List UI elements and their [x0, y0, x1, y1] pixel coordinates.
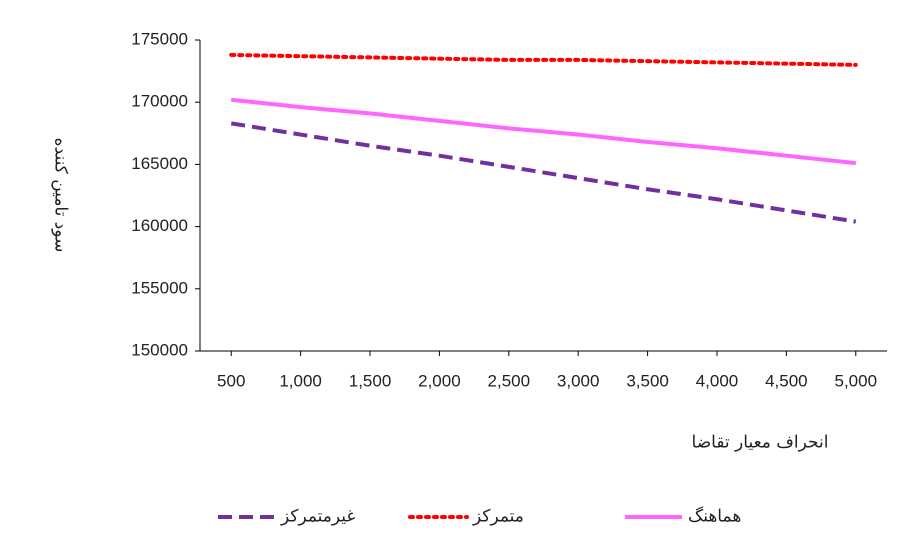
x-tick-label: 4,500 [765, 371, 808, 390]
x-tick-label: 2,000 [418, 371, 461, 390]
series-line [229, 52, 858, 67]
y-tick-label: 155000 [131, 278, 188, 297]
x-tick-label: 2,500 [488, 371, 531, 390]
y-axis-title: سود تامین کننده [51, 138, 71, 253]
x-tick-label: 3,000 [557, 371, 600, 390]
legend-label: هماهنگ [688, 506, 741, 527]
x-tick-label: 5,000 [834, 371, 877, 390]
y-tick-label: 150000 [131, 340, 188, 359]
x-tick-label: 1,500 [349, 371, 392, 390]
series-line [230, 121, 857, 224]
x-tick-label: 500 [217, 371, 245, 390]
x-tick-label: 3,500 [626, 371, 669, 390]
y-tick-label: 170000 [131, 92, 188, 111]
legend-label: متمرکز [472, 507, 524, 527]
y-tick-label: 165000 [131, 154, 188, 173]
y-tick-label: 160000 [131, 216, 188, 235]
series-line [231, 97, 856, 166]
legend-label: غیرمتمرکز [280, 507, 355, 527]
x-tick-label: 1,000 [279, 371, 322, 390]
x-axis-title: انحراف معیار تقاضا [692, 433, 829, 453]
y-tick-label: 175000 [131, 29, 188, 48]
x-tick-label: 4,000 [696, 371, 739, 390]
